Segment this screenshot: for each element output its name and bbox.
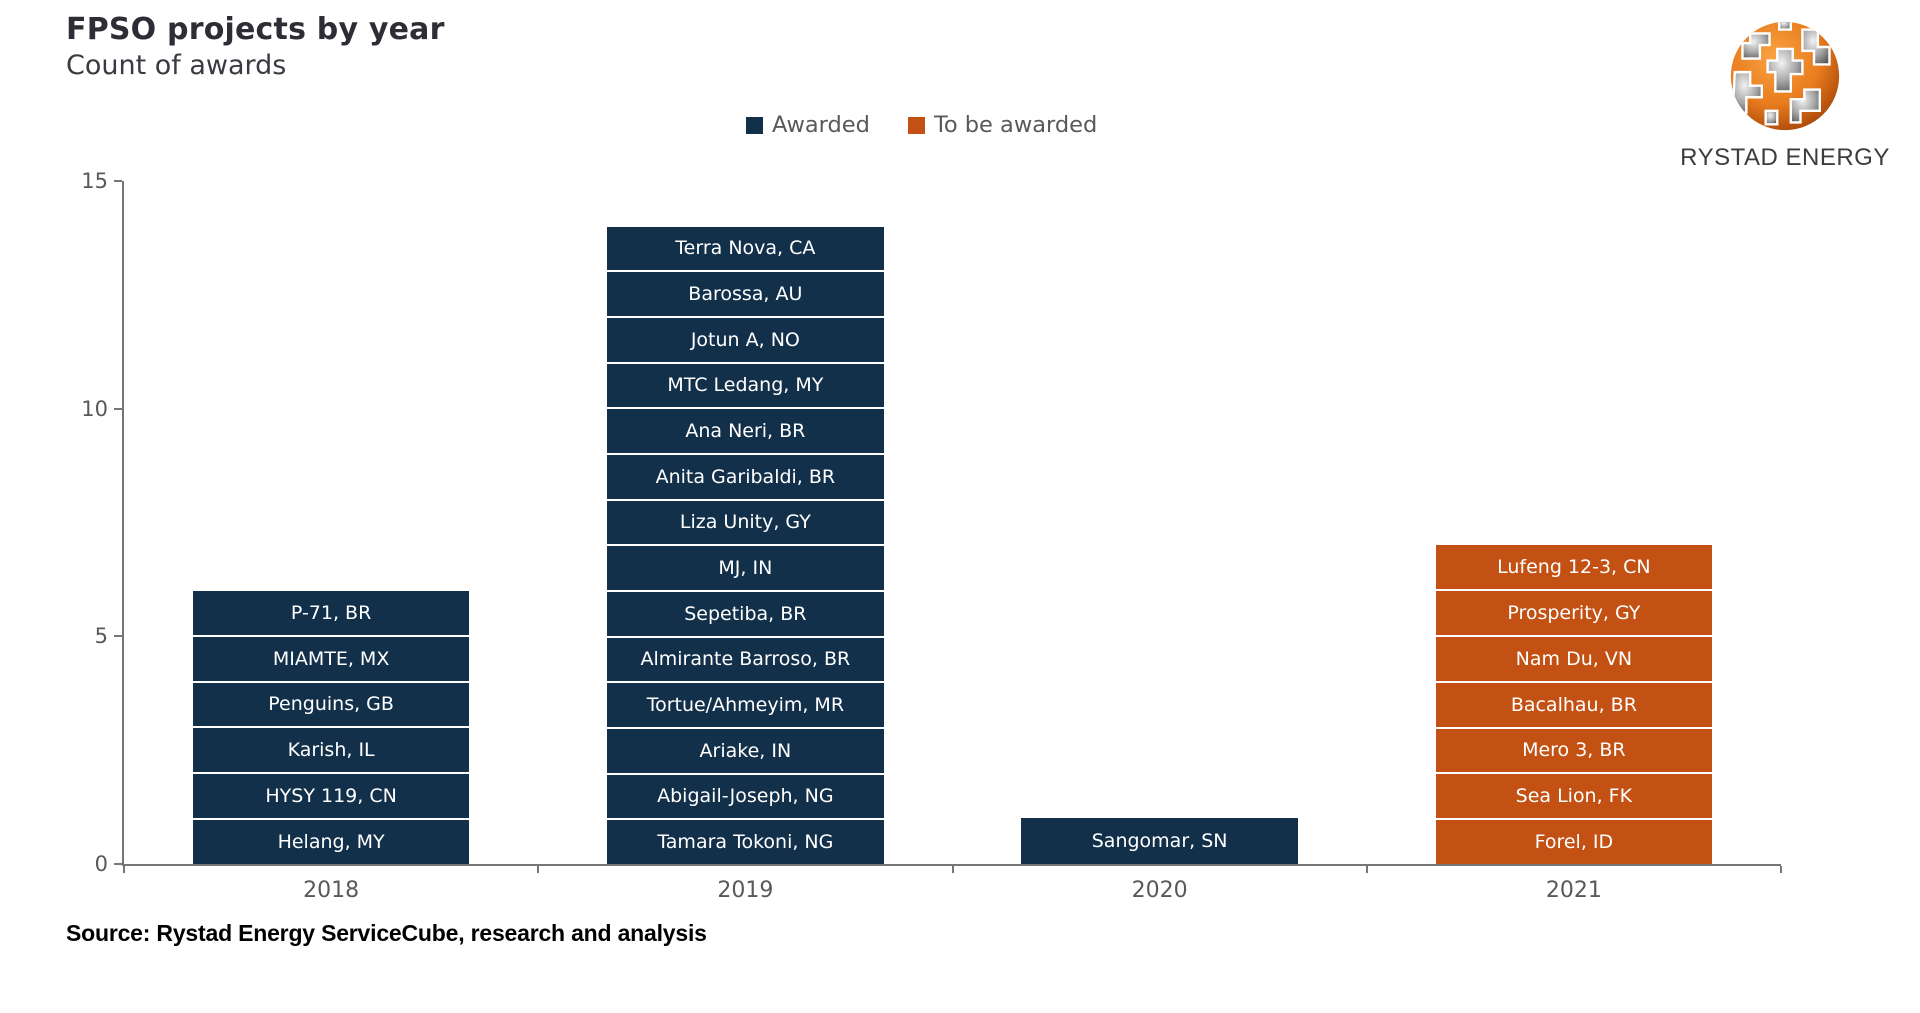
y-tick-mark xyxy=(114,635,122,638)
bar-segment-label: Prosperity, GY xyxy=(1507,602,1641,624)
y-tick-label: 10 xyxy=(81,396,108,421)
bar-segment: MJ, IN xyxy=(607,546,884,590)
bar-segment: Mero 3, BR xyxy=(1435,728,1713,773)
bar-segment: HYSY 119, CN xyxy=(192,774,470,819)
bar-segment-label: Liza Unity, GY xyxy=(679,511,811,534)
legend: Awarded To be awarded xyxy=(746,112,1097,138)
y-tick-label: 0 xyxy=(94,852,108,876)
bar-segment-label: Terra Nova, CA xyxy=(675,237,816,260)
bar-segment: MIAMTE, MX xyxy=(192,636,470,681)
bar-segment-label: Bacalhau, BR xyxy=(1510,693,1637,716)
bar-segment: Sepetiba, BR xyxy=(607,591,884,636)
category-label-2021: 2021 xyxy=(1545,878,1602,903)
bar-segment-label: MIAMTE, MX xyxy=(272,647,390,670)
bar-segment-label: Nam Du, VN xyxy=(1515,647,1633,670)
bar-segment-label: Ana Neri, BR xyxy=(685,420,806,443)
bar-segment-label: Tortue/Ahmeyim, MR xyxy=(646,694,845,717)
bar-segment: Karish, IL xyxy=(192,728,470,773)
globe-patches xyxy=(1731,21,1831,126)
bar-2020: Sangomar, SN xyxy=(1021,818,1298,864)
category-label-2019: 2019 xyxy=(717,878,774,903)
page-title: FPSO projects by year xyxy=(66,12,445,47)
bar-segment: Prosperity, GY xyxy=(1435,591,1713,635)
x-tick-mark xyxy=(951,866,954,873)
bar-segment-label: Ariake, IN xyxy=(699,739,792,762)
bar-segment-label: Karish, IL xyxy=(287,739,375,762)
legend-swatch-awarded xyxy=(746,116,763,134)
legend-item-awarded: Awarded xyxy=(746,112,870,138)
bar-segment-label: Helang, MY xyxy=(277,831,385,854)
y-tick-mark xyxy=(114,863,122,865)
bar-segment-label: MTC Ledang, MY xyxy=(667,374,824,397)
bar-segment-label: Sepetiba, BR xyxy=(684,602,807,625)
bar-segment: Forel, ID xyxy=(1435,820,1713,864)
bar-segment: Liza Unity, GY xyxy=(607,500,884,545)
bar-segment: MTC Ledang, MY xyxy=(607,363,884,408)
bar-segment-label: Mero 3, BR xyxy=(1522,739,1626,762)
bar-segment-label: Sangomar, SN xyxy=(1091,830,1228,853)
bar-segment: Terra Nova, CA xyxy=(607,226,884,271)
category-label-2020: 2020 xyxy=(1131,878,1188,903)
y-tick-label: 5 xyxy=(94,624,108,649)
plot-area: 0 5 10 15 2018 2019 2020 2021 P-71, BR MIAMTE, … xyxy=(81,169,1782,903)
bar-segment: Abigail-Joseph, NG xyxy=(607,774,884,819)
bar-segment: Ana Neri, BR xyxy=(607,409,884,453)
bar-segment-label: Sea Lion, FK xyxy=(1515,785,1633,808)
bar-segment: Sea Lion, FK xyxy=(1435,774,1713,819)
bar-segment: Sangomar, SN xyxy=(1021,818,1298,864)
legend-label-awarded: Awarded xyxy=(772,112,870,138)
bar-segment: Lufeng 12-3, CN xyxy=(1435,545,1713,590)
y-tick-mark xyxy=(114,180,122,182)
bar-segment: Penguins, GB xyxy=(192,682,470,727)
bar-segment-label: Barossa, AU xyxy=(688,283,803,306)
bar-segment: Bacalhau, BR xyxy=(1435,682,1713,727)
bar-2021: Lufeng 12-3, CN Prosperity, GY Nam Du, VN B… xyxy=(1435,545,1713,864)
bar-segment: Nam Du, VN xyxy=(1435,636,1713,681)
bar-segment: Helang, MY xyxy=(192,820,470,864)
page-subtitle: Count of awards xyxy=(66,50,287,81)
bar-segment: Anita Garibaldi, BR xyxy=(607,454,884,499)
bar-segment-label: Almirante Barroso, BR xyxy=(640,648,851,671)
y-tick-label: 15 xyxy=(81,169,108,193)
bar-segment-label: Tamara Tokoni, NG xyxy=(657,831,834,854)
legend-swatch-to-be-awarded xyxy=(907,116,925,134)
bar-segment-label: Abigail-Joseph, NG xyxy=(657,785,834,808)
bar-segment: P-71, BR xyxy=(192,590,470,635)
bar-2019: Terra Nova, CA Barossa, AU Jotun A, NO MTC … xyxy=(607,226,884,864)
legend-item-to-be-awarded: To be awarded xyxy=(907,112,1098,138)
source-note: Source: Rystad Energy ServiceCube, resea… xyxy=(66,920,707,946)
bar-segment: Tamara Tokoni, NG xyxy=(607,820,884,864)
rystad-logo: RYSTAD ENERGY xyxy=(1678,18,1892,172)
category-label-2018: 2018 xyxy=(303,878,360,903)
x-tick-mark xyxy=(1365,866,1368,873)
bar-segment-label: P-71, BR xyxy=(290,601,372,624)
legend-label-to-be-awarded: To be awarded xyxy=(933,112,1098,138)
bar-segment-label: Anita Garibaldi, BR xyxy=(655,465,836,488)
bar-segment-label: MJ, IN xyxy=(718,557,773,580)
bar-segment: Tortue/Ahmeyim, MR xyxy=(607,683,884,727)
x-tick-mark xyxy=(1780,866,1782,873)
x-tick-mark xyxy=(537,866,540,873)
bar-segment-label: Jotun A, NO xyxy=(690,328,800,351)
bar-segment: Almirante Barroso, BR xyxy=(607,637,884,682)
bar-segment-label: Lufeng 12-3, CN xyxy=(1497,556,1651,579)
x-tick-mark xyxy=(123,866,125,873)
bar-segment-label: Forel, ID xyxy=(1534,831,1614,854)
y-tick-mark xyxy=(114,407,122,410)
bar-segment-label: HYSY 119, CN xyxy=(265,785,397,808)
bar-2018: P-71, BR MIAMTE, MX Penguins, GB Karish, IL… xyxy=(192,590,470,864)
bar-segment: Barossa, AU xyxy=(607,272,884,316)
globe-icon xyxy=(1730,21,1840,131)
bar-segment-label: Penguins, GB xyxy=(268,693,394,716)
bar-segment: Jotun A, NO xyxy=(607,317,884,362)
brand-name: RYSTAD ENERGY xyxy=(1680,144,1890,171)
bar-segment: Ariake, IN xyxy=(607,728,884,773)
